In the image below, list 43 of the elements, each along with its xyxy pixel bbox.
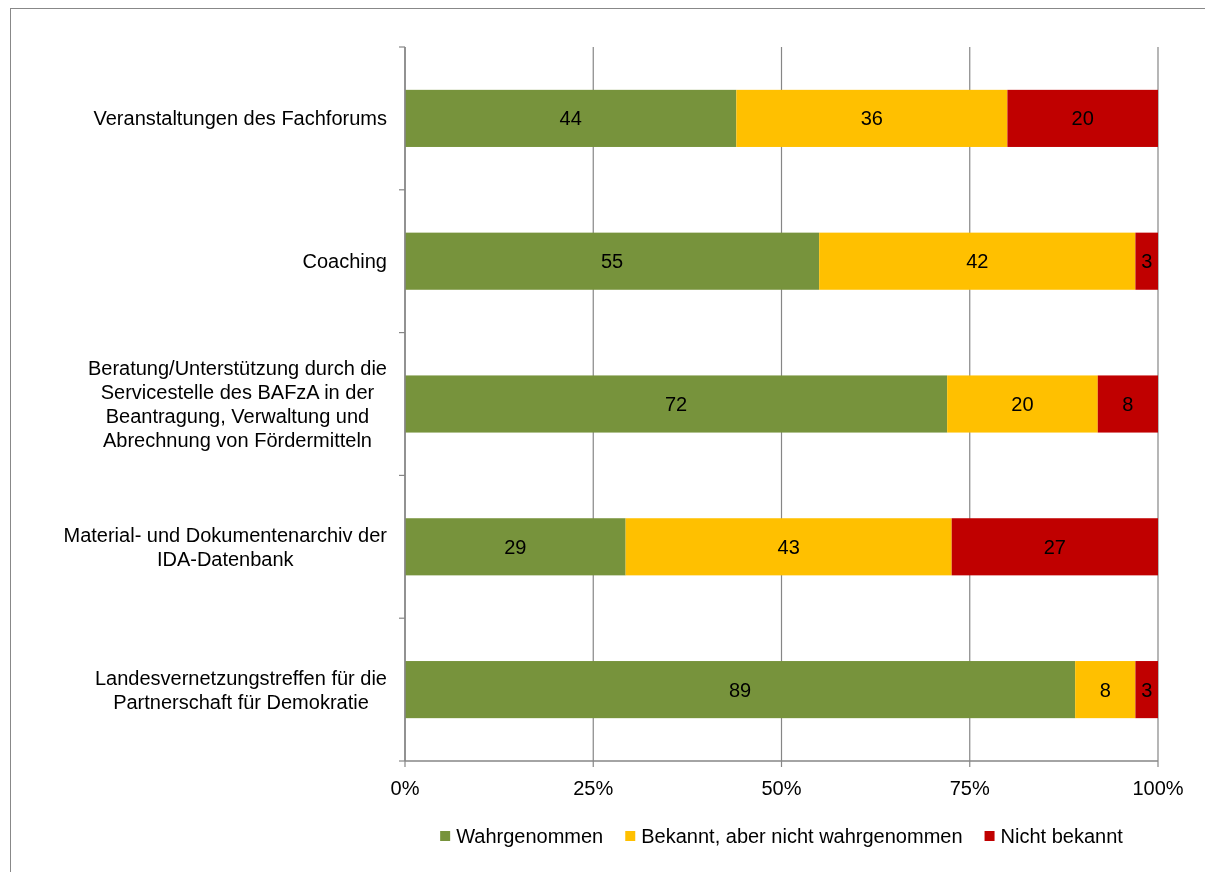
bar	[736, 89, 1008, 147]
bar	[405, 661, 1076, 719]
data-label: 89	[728, 678, 752, 701]
data-label: 36	[860, 107, 883, 130]
y-tick-label: Beratung/Unterstützung durch die Servicestelle des BAFzA in der Beantragung, Verwaltung und Abrechnung von Fördermitteln	[87, 357, 387, 451]
legend-label: Nicht bekannt	[1000, 825, 1124, 847]
data-label: 20	[1071, 107, 1094, 130]
y-tick-label: Veranstaltungen des Fachforums	[93, 107, 387, 130]
data-label: 8	[1122, 393, 1134, 415]
bar	[1007, 89, 1158, 147]
bar	[1135, 232, 1158, 290]
y-tick-label: Material- und Dokumentenarchiv der IDA-Datenbank	[63, 523, 388, 570]
y-tick-label: Coaching	[302, 250, 388, 273]
data-label: 72	[664, 393, 688, 415]
bar	[947, 375, 1098, 433]
bar	[405, 518, 626, 576]
y-tick-label: Landesvernetzungstreffen für die Partnerschaft für Demokratie	[94, 666, 388, 713]
data-label: 42	[966, 250, 989, 273]
x-tick-label: 0%	[390, 777, 420, 799]
data-label: 29	[504, 535, 527, 558]
bar	[405, 89, 737, 147]
data-label: 43	[777, 535, 800, 558]
data-label: 55	[600, 250, 624, 273]
data-label: 3	[1141, 250, 1153, 273]
bar	[405, 375, 948, 433]
legend-label: Bekannt, aber nicht wahrgenommen	[641, 825, 963, 847]
legend-label: Wahrgenommen	[456, 825, 604, 847]
data-label: 44	[559, 107, 582, 130]
x-tick-label: 75%	[949, 777, 990, 799]
bar	[405, 232, 820, 290]
bar	[819, 232, 1136, 290]
x-tick-label: 100%	[1132, 777, 1184, 799]
bar	[1135, 661, 1158, 719]
x-tick-label: 25%	[573, 777, 614, 799]
bar	[1075, 661, 1136, 719]
data-label: 27	[1043, 535, 1066, 558]
data-label: 20	[1011, 393, 1034, 415]
data-label: 8	[1099, 678, 1111, 701]
data-label: 3	[1141, 678, 1153, 701]
bar	[625, 518, 952, 576]
bar	[951, 518, 1158, 576]
bar	[1097, 375, 1158, 433]
x-tick-label: 50%	[761, 777, 802, 799]
